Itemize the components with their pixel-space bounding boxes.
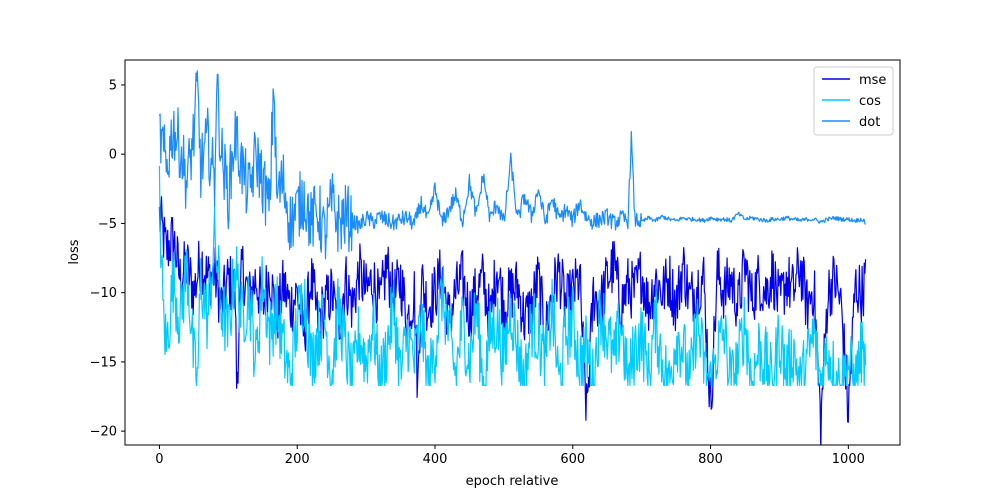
x-axis-label: epoch relative <box>466 474 559 489</box>
y-tick-label: −15 <box>90 355 117 370</box>
legend-label-dot: dot <box>859 115 880 130</box>
plot-area <box>124 59 901 446</box>
x-tick-label: 800 <box>698 452 723 467</box>
y-tick-label: 0 <box>109 148 117 163</box>
legend-label-mse: mse <box>859 73 886 88</box>
y-tick-label: −10 <box>90 286 117 301</box>
x-tick-label: 0 <box>155 452 163 467</box>
x-tick-label: 600 <box>560 452 585 467</box>
x-tick-label: 200 <box>285 452 310 467</box>
series-line-cos <box>158 165 867 386</box>
y-tick-label: −20 <box>90 425 117 440</box>
y-tick-label: 5 <box>109 78 117 93</box>
legend-box <box>813 66 894 136</box>
x-tick-label: 1000 <box>832 452 865 467</box>
plot-frame <box>124 59 901 446</box>
y-tick-label: −5 <box>98 217 117 232</box>
x-tick-label: 400 <box>423 452 448 467</box>
x-axis: 0 200 400 600 800 1000 <box>155 445 865 467</box>
y-axis-label: loss <box>67 239 82 264</box>
legend: mse cos dot <box>813 66 894 136</box>
y-axis: 5 0 −5 −10 −15 −20 <box>90 78 125 440</box>
series-line-dot <box>158 70 867 260</box>
series-layer <box>158 70 867 445</box>
legend-label-cos: cos <box>859 94 881 109</box>
series-line-mse <box>158 196 867 445</box>
